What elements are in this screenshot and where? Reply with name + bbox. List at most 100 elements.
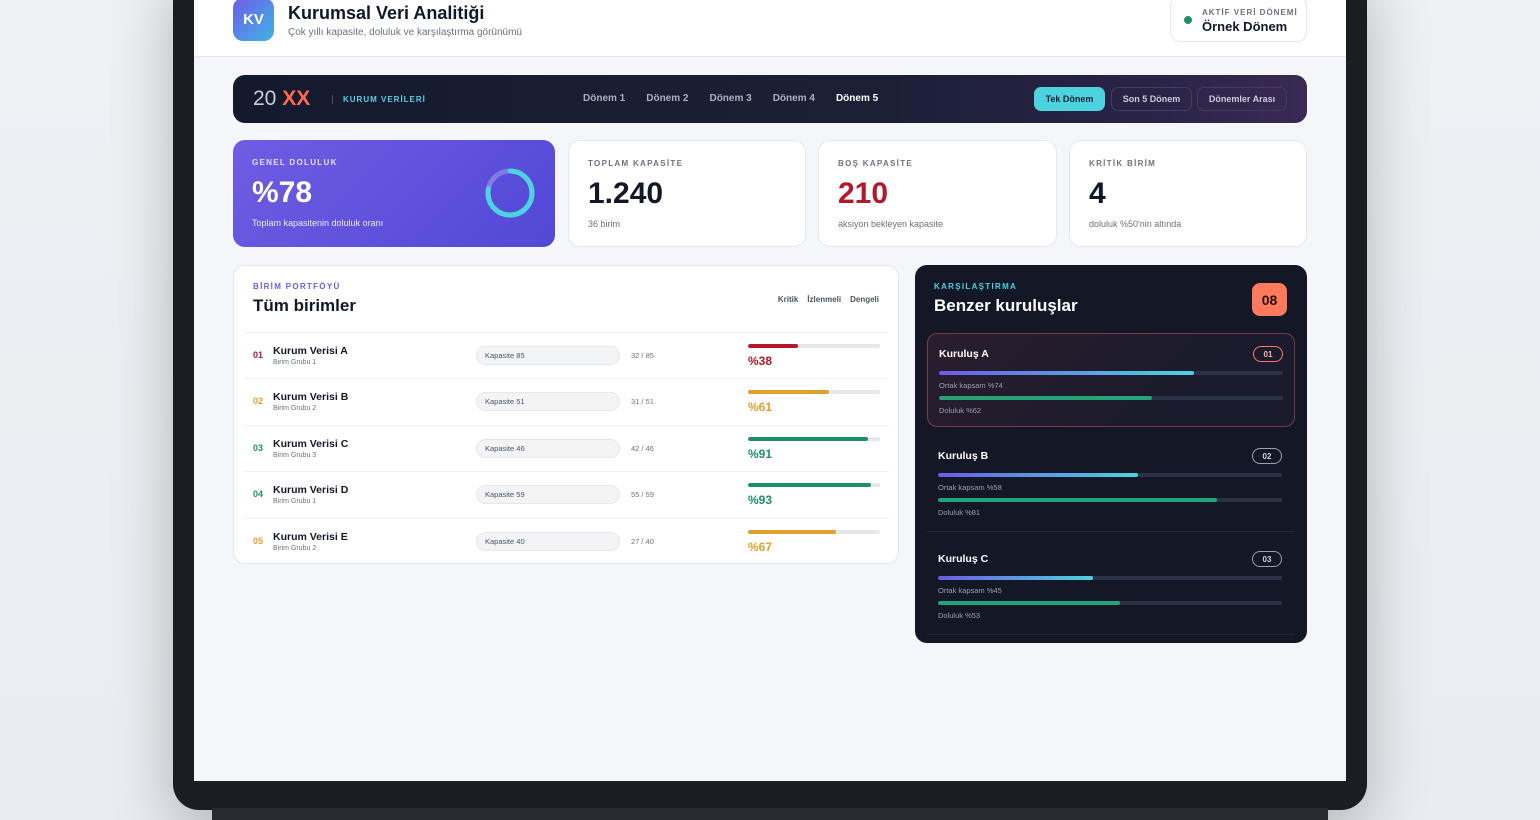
unit-name: Kurum Verisi A	[273, 345, 348, 357]
top-bar: KV Kurumsal Veri Analitiği Çok yıllı kap…	[194, 0, 1346, 57]
occupancy-bar-fill	[748, 390, 829, 395]
kpi-subtext: aksiyon bekleyen kapasite	[838, 219, 944, 229]
occupancy-percent: %93	[748, 493, 773, 508]
active-period-value: Örnek Dönem	[1202, 19, 1288, 34]
kpi-label: TOPLAM KAPASİTE	[588, 159, 684, 168]
active-period-label: AKTİF VERİ DÖNEMİ	[1202, 8, 1298, 17]
unit-list: 01 Kurum Verisi A Birim Grubu 1 Kapasite…	[244, 332, 889, 564]
unit-portfolio-card: BİRİM PORTFÖYÜ Tüm birimler Kritik İzlen…	[233, 265, 899, 564]
table-row[interactable]: 01 Kurum Verisi A Birim Grubu 1 Kapasite…	[244, 332, 889, 378]
tab-period-4[interactable]: Dönem 4	[772, 93, 815, 104]
tab-period-5[interactable]: Dönem 5	[835, 93, 879, 104]
unit-group: Birim Grubu 1	[273, 498, 317, 506]
kpi-value: 210	[838, 177, 889, 210]
filter-watch[interactable]: İzlenmeli	[807, 295, 842, 304]
capacity-pill: Kapasite 51	[476, 392, 620, 412]
unit-group: Birim Grubu 1	[273, 359, 317, 366]
kpi-value: %78	[252, 176, 313, 209]
occupancy-bar-fill	[748, 483, 871, 488]
kpi-card-occupancy: GENEL DOLULUK %78 Toplam kapasitenin dol…	[233, 140, 555, 247]
tab-period-1[interactable]: Dönem 1	[583, 93, 626, 104]
occupancy-bar-fill	[939, 396, 1153, 400]
coverage-bar-fill	[938, 576, 1093, 580]
tab-period-2[interactable]: Dönem 2	[646, 93, 689, 104]
row-number: 02	[253, 396, 264, 407]
occupancy-percent: %91	[748, 446, 773, 461]
org-item[interactable]: Kuruluş C 03 Ortak kapsam %45 Doluluk %5…	[927, 539, 1295, 633]
kpi-value: 1.240	[588, 177, 664, 210]
nav-tag: KURUM VERİLERİ	[343, 95, 426, 104]
occupancy-bar-fill	[748, 529, 837, 534]
page-subtitle: Çok yıllı kapasite, doluluk ve karşılaşt…	[288, 27, 522, 38]
filter-critical[interactable]: Kritik	[777, 295, 799, 304]
app-logo: KV	[233, 0, 274, 41]
org-item[interactable]: Kuruluş A 01 Ortak kapsam %74 Doluluk %6…	[927, 333, 1295, 427]
section-title: Benzer kuruluşlar	[934, 296, 1078, 315]
org-name: Kuruluş C	[938, 553, 989, 565]
occupancy-ratio: 55 / 59	[631, 490, 654, 500]
org-rank-badge: 02	[1252, 448, 1282, 464]
capacity-pill: Kapasite 46	[476, 438, 620, 458]
unit-name: Kurum Verisi B	[273, 391, 349, 404]
kpi-label: GENEL DOLULUK	[252, 158, 338, 167]
org-divider	[927, 634, 1295, 635]
row-number: 04	[253, 489, 264, 500]
coverage-bar	[938, 473, 1282, 477]
occupancy-bar-fill	[938, 498, 1217, 502]
kpi-subtext: 36 birim	[588, 219, 621, 229]
occupancy-percent: %61	[748, 400, 773, 415]
coverage-bar-fill	[938, 473, 1138, 477]
occupancy-bar	[748, 436, 880, 441]
coverage-text: Ortak kapsam %74	[939, 381, 1003, 390]
year-display: 20 XX	[253, 87, 310, 111]
mode-last-5-periods-button[interactable]: Son 5 Dönem	[1111, 87, 1192, 111]
table-row[interactable]: 05 Kurum Verisi E Birim Grubu 2 Kapasite…	[244, 517, 889, 564]
period-tabs: Dönem 1 Dönem 2 Dönem 3 Dönem 4 Dönem 5	[583, 93, 878, 104]
comparison-panel: KARŞILAŞTIRMA Benzer kuruluşlar 08 Kurul…	[915, 265, 1307, 643]
capacity-pill: Kapasite 59	[476, 485, 620, 505]
kpi-card-total-capacity: TOPLAM KAPASİTE 1.240 36 birim	[568, 140, 806, 247]
coverage-text: Ortak kapsam %58	[938, 483, 1002, 492]
table-row[interactable]: 03 Kurum Verisi C Birim Grubu 3 Kapasite…	[244, 424, 889, 471]
occupancy-text: Doluluk %81	[938, 508, 981, 517]
unit-group: Birim Grubu 2	[273, 544, 317, 552]
active-period-selector[interactable]: AKTİF VERİ DÖNEMİ Örnek Dönem	[1170, 0, 1307, 42]
occupancy-bar-fill	[748, 344, 799, 348]
occupancy-bar	[748, 390, 880, 395]
donut-fill	[485, 168, 535, 218]
table-row[interactable]: 02 Kurum Verisi B Birim Grubu 2 Kapasite…	[244, 378, 889, 424]
capacity-pill: Kapasite 40	[476, 531, 620, 551]
mode-single-period-button[interactable]: Tek Dönem	[1034, 87, 1105, 111]
section-label: BİRİM PORTFÖYÜ	[253, 282, 341, 291]
occupancy-ratio: 27 / 40	[631, 536, 654, 546]
filter-balanced[interactable]: Dengeli	[850, 295, 879, 304]
table-row[interactable]: 04 Kurum Verisi D Birim Grubu 1 Kapasite…	[244, 471, 889, 517]
occupancy-bar	[939, 396, 1283, 400]
app-screen: KV Kurumsal Veri Analitiği Çok yıllı kap…	[194, 0, 1346, 781]
kpi-subtext: Toplam kapasitenin doluluk oranı	[252, 218, 384, 228]
occupancy-bar	[748, 483, 880, 488]
occupancy-ratio: 31 / 51	[631, 397, 654, 407]
org-item[interactable]: Kuruluş B 02 Ortak kapsam %58 Doluluk %8…	[927, 436, 1295, 530]
occupancy-bar-fill	[748, 436, 869, 441]
row-number: 05	[253, 535, 264, 546]
row-number: 01	[253, 350, 264, 360]
nav-divider	[332, 95, 333, 104]
occupancy-bar	[938, 601, 1282, 605]
unit-group: Birim Grubu 3	[273, 451, 317, 459]
tab-period-3[interactable]: Dönem 3	[709, 93, 752, 104]
count-badge: 08	[1252, 283, 1287, 316]
occupancy-percent: %38	[748, 354, 773, 368]
year-prefix: 20	[253, 87, 277, 110]
occupancy-ratio: 32 / 85	[631, 351, 654, 360]
coverage-bar	[938, 576, 1282, 580]
occupancy-bar	[938, 498, 1282, 502]
status-dot-icon	[1184, 16, 1192, 24]
org-name: Kuruluş A	[939, 348, 989, 360]
occupancy-percent: %67	[748, 539, 773, 554]
section-label: KARŞILAŞTIRMA	[934, 282, 1018, 291]
mode-between-periods-button[interactable]: Dönemler Arası	[1197, 87, 1287, 111]
coverage-text: Ortak kapsam %45	[938, 586, 1002, 595]
occupancy-ratio: 42 / 46	[631, 443, 654, 453]
occupancy-bar	[748, 529, 880, 534]
